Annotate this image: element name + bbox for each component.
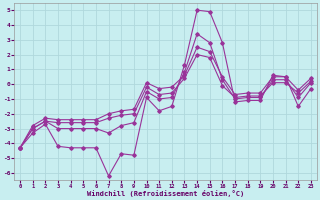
X-axis label: Windchill (Refroidissement éolien,°C): Windchill (Refroidissement éolien,°C) bbox=[87, 190, 244, 197]
